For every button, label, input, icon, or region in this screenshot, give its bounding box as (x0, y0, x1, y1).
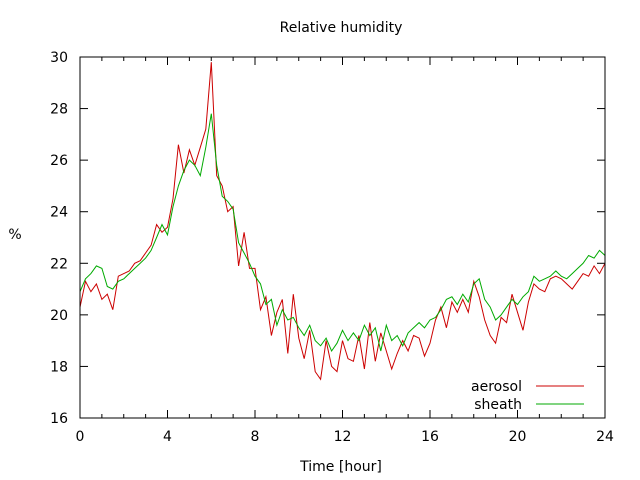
x-tick-label: 24 (596, 429, 614, 445)
y-tick-label: 24 (50, 205, 68, 221)
x-tick-label: 8 (251, 429, 260, 445)
y-tick-label: 28 (50, 102, 68, 118)
x-tick-label: 20 (509, 429, 527, 445)
plot-frame (79, 56, 606, 419)
y-axis-label: % (8, 227, 21, 243)
y-tick-label: 30 (50, 50, 68, 66)
y-tick-label: 18 (50, 359, 68, 375)
x-tick-label: 16 (421, 429, 439, 445)
axis-ticks: 0 4 8 12 16 20 24 16 18 20 22 24 26 28 30 (50, 50, 614, 445)
x-tick-label: 12 (334, 429, 352, 445)
chart-title: Relative humidity (280, 20, 403, 36)
series-line-sheath (79, 113, 606, 353)
x-axis-label: Time [hour] (299, 459, 382, 475)
series-lines (79, 62, 606, 381)
x-tick-label: 4 (163, 429, 172, 445)
y-tick-label: 16 (50, 411, 68, 427)
y-tick-label: 22 (50, 256, 68, 272)
legend: aerosol sheath (471, 379, 584, 413)
y-tick-label: 26 (50, 153, 68, 169)
series-line-aerosol (79, 62, 606, 381)
legend-label-sheath: sheath (474, 397, 522, 413)
y-tick-label: 20 (50, 308, 68, 324)
x-tick-label: 0 (76, 429, 85, 445)
legend-label-aerosol: aerosol (471, 379, 522, 395)
